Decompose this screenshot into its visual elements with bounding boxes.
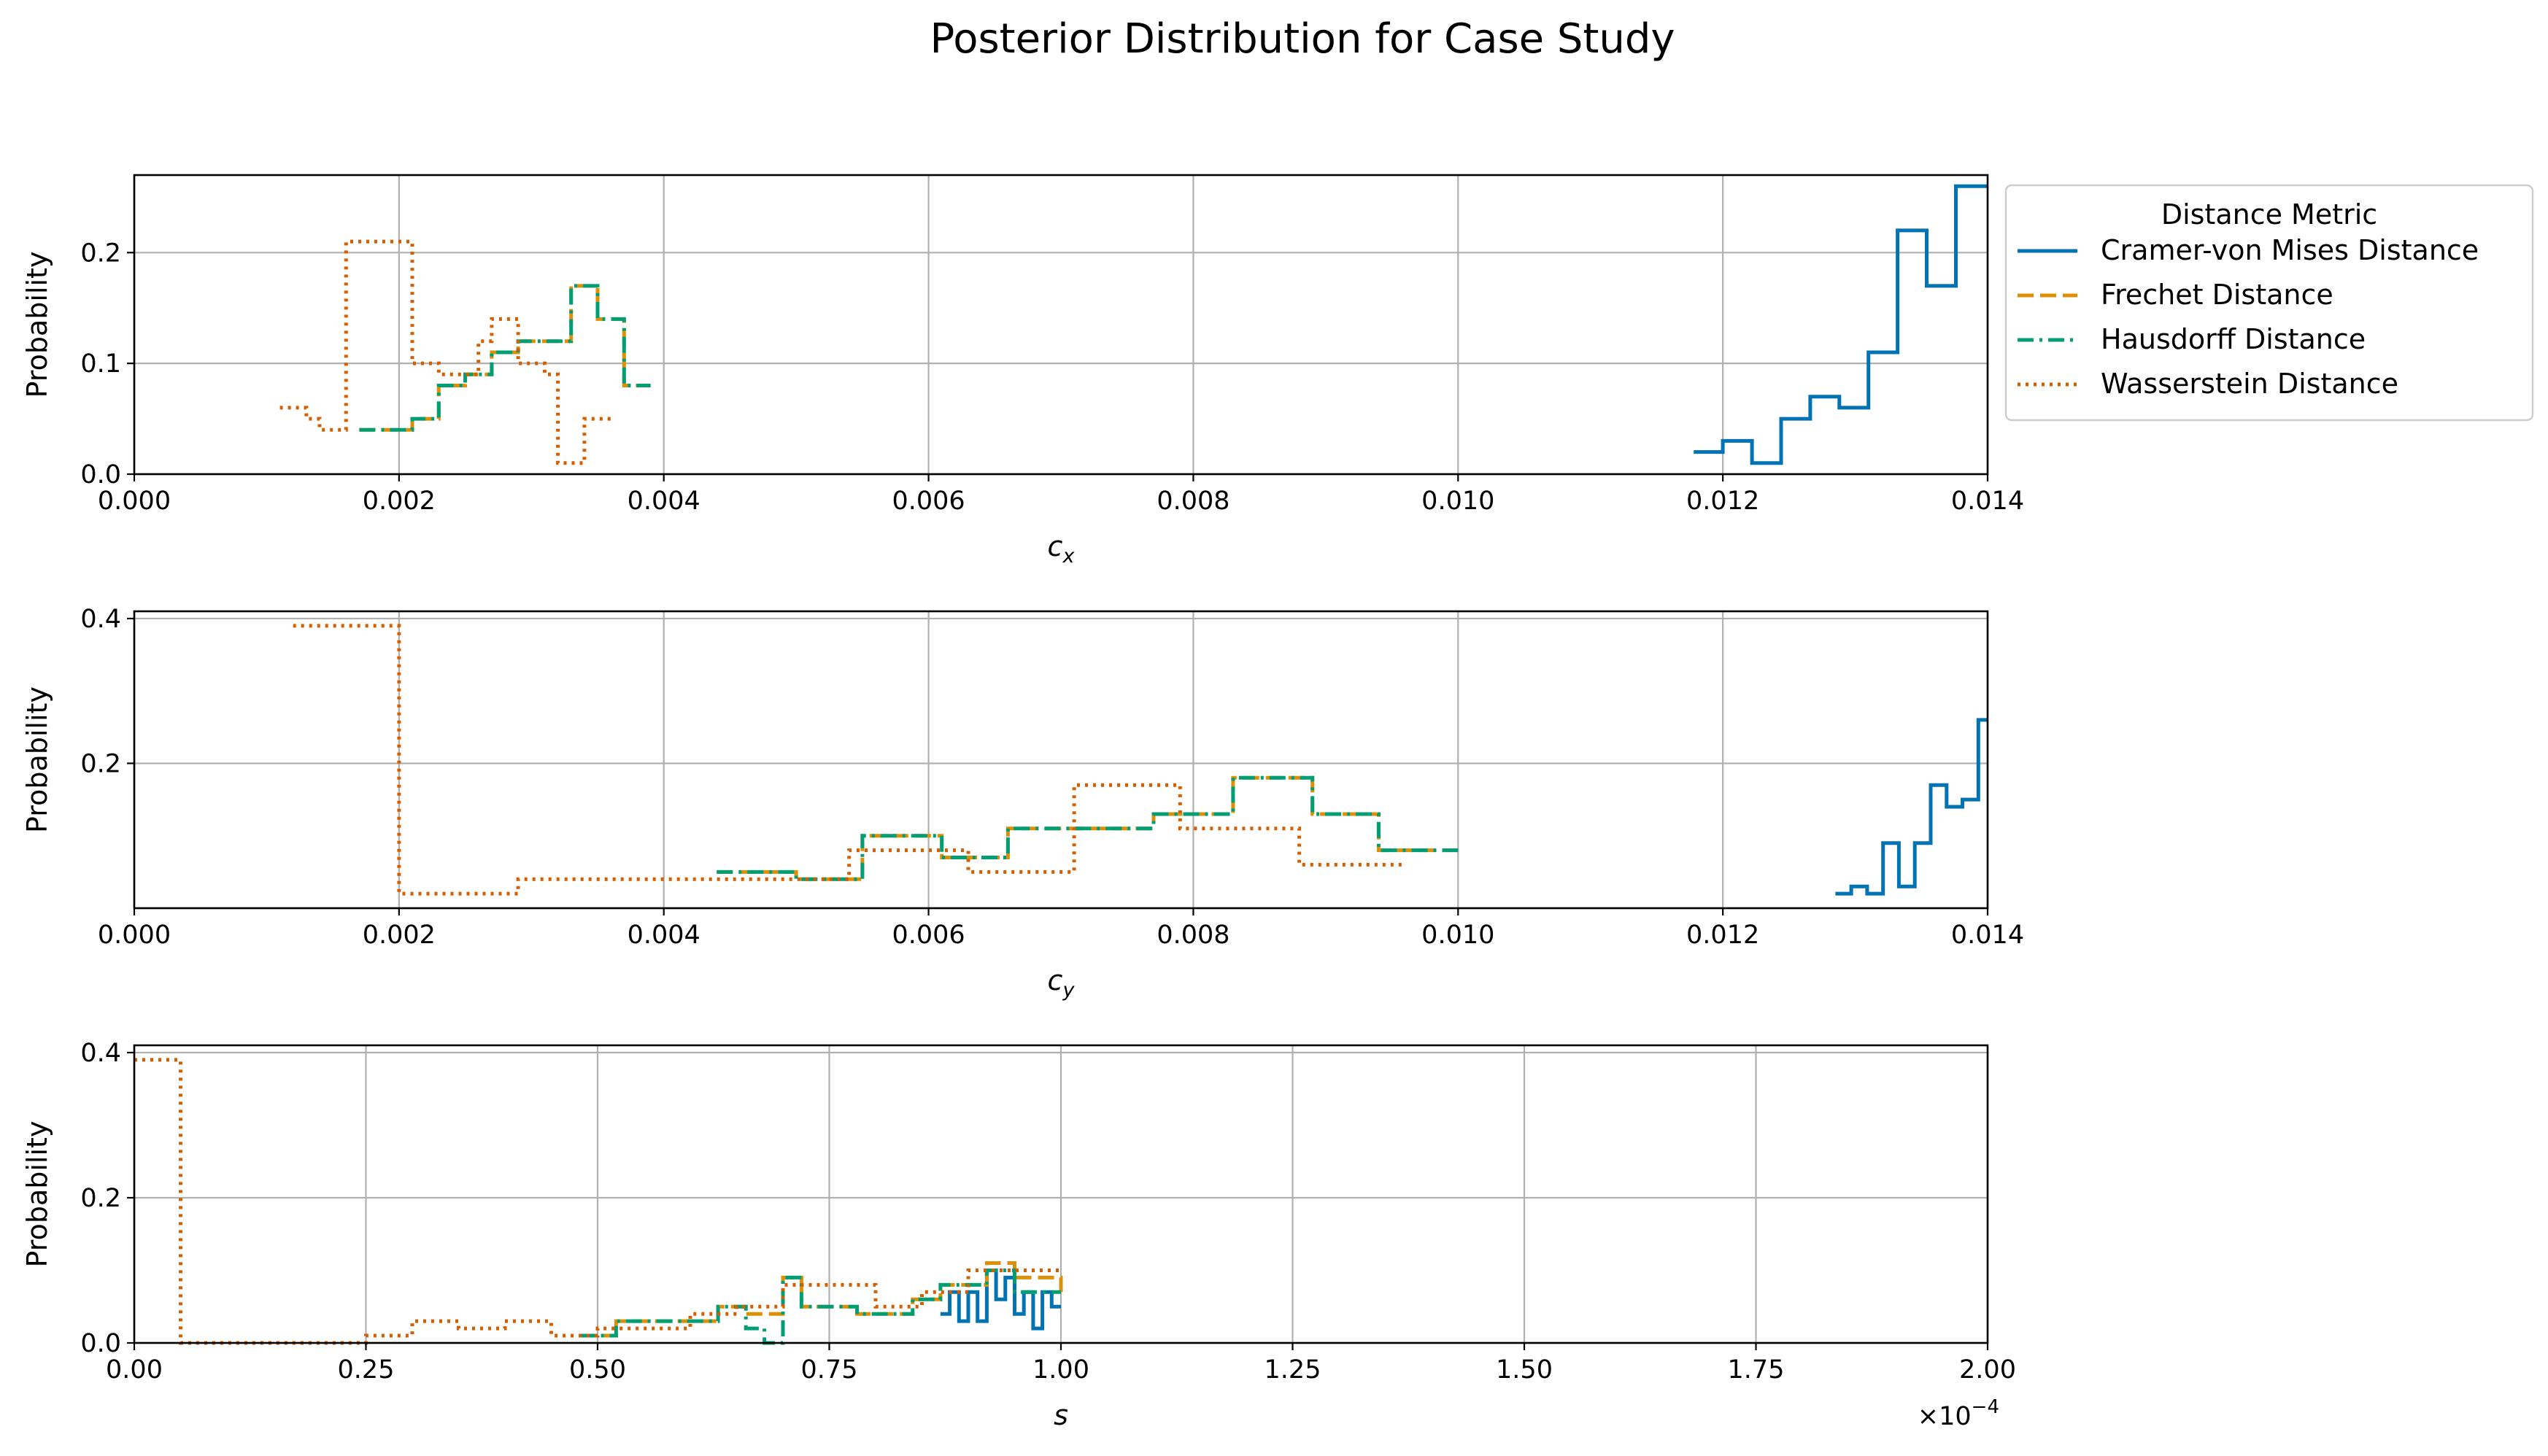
axes-frame (133, 610, 1989, 910)
x-tick-label: 0.75 (801, 1355, 858, 1385)
legend-title: Distance Metric (2161, 198, 2377, 231)
y-tick-label: 0.4 (80, 1039, 121, 1068)
x-tick-label: 1.75 (1728, 1355, 1785, 1385)
series-hausdorff-distance-line (579, 1269, 1061, 1345)
x-tick-label: 0.014 (1951, 487, 2024, 516)
series-hausdorff-distance-line (717, 775, 1459, 881)
chart-title: Posterior Distribution for Case Study (930, 15, 1675, 63)
y-tick-label: 0.0 (80, 460, 121, 489)
x-tick-label: 0.012 (1686, 921, 1759, 950)
legend-entry-cramer-von-mises-distance: Cramer-von Mises Distance (2101, 234, 2479, 266)
y-tick-label: 0.4 (80, 605, 121, 634)
x-tick-label: 0.006 (892, 921, 965, 950)
subplots: 0.000 0.002 0.004 0.006 0.008 0.010 0.012 0.014… (21, 174, 2024, 1431)
x-axis-label: cx (1048, 530, 1076, 568)
x-tick-label: 0.008 (1157, 487, 1229, 516)
x-tick-label: 0.000 (98, 921, 171, 950)
legend-entry-wasserstein-distance: Wasserstein Distance (2101, 368, 2398, 400)
x-tick-label: 0.25 (338, 1355, 395, 1385)
series-cramer-von-mises-distance-line (940, 1269, 1061, 1331)
y-tick-label: 0.2 (80, 239, 121, 268)
x-tick-label: 0.002 (363, 487, 436, 516)
series-cramer-von-mises-distance-line (1835, 718, 1988, 896)
x-offset-text: ×10−4 (1918, 1396, 1999, 1431)
series-cramer-von-mises-distance-line (1694, 184, 1988, 465)
x-tick-label: 0.000 (98, 487, 171, 516)
series-frechet-distance-line (359, 284, 651, 432)
y-tick-label: 0.1 (80, 349, 121, 379)
series-wasserstein-distance-line (293, 624, 1405, 896)
x-tick-label: 0.00 (106, 1355, 163, 1385)
x-tick-label: 0.012 (1686, 487, 1759, 516)
y-tick-label: 0.2 (80, 749, 121, 778)
x-tick-label: 0.004 (628, 921, 700, 950)
series-wasserstein-distance-line (279, 239, 611, 465)
subplot-3: 0.00 0.25 0.50 0.75 1.00 1.25 1.50 1.75 2.00 0.0 0… (21, 1039, 2016, 1431)
series-frechet-distance-line (579, 1261, 1063, 1338)
x-tick-label: 0.004 (628, 487, 700, 516)
x-axis-label: s (1054, 1399, 1068, 1431)
legend-entry-hausdorff-distance: Hausdorff Distance (2101, 323, 2366, 355)
series-frechet-distance-line (717, 775, 1459, 881)
y-axis-label: Probability (21, 252, 53, 398)
x-tick-label: 1.00 (1032, 1355, 1089, 1385)
x-tick-label: 0.010 (1421, 487, 1494, 516)
series-wasserstein-distance-line (134, 1058, 1061, 1345)
series-hausdorff-distance-line (359, 284, 651, 432)
x-tick-label: 1.50 (1496, 1355, 1553, 1385)
y-axis-label: Probability (21, 1121, 53, 1268)
y-tick-label: 0.2 (80, 1184, 121, 1213)
legend-box (2004, 184, 2534, 422)
subplot-1: 0.000 0.002 0.004 0.006 0.008 0.010 0.012 0.014… (21, 174, 2024, 568)
axes-frame (133, 174, 1989, 476)
x-axis-label: cy (1048, 964, 1076, 1002)
x-tick-label: 0.014 (1951, 921, 2024, 950)
x-tick-label: 2.00 (1959, 1355, 2016, 1385)
x-tick-label: 0.50 (569, 1355, 626, 1385)
x-tick-label: 1.25 (1265, 1355, 1321, 1385)
x-tick-label: 0.010 (1421, 921, 1494, 950)
x-tick-label: 0.006 (892, 487, 965, 516)
x-tick-label: 0.002 (363, 921, 436, 950)
y-tick-label: 0.0 (80, 1329, 121, 1358)
y-axis-label: Probability (21, 686, 53, 833)
subplot-2: 0.000 0.002 0.004 0.006 0.008 0.010 0.012 0.014… (21, 605, 2024, 1002)
x-tick-label: 0.008 (1157, 921, 1229, 950)
legend-entry-frechet-distance: Frechet Distance (2101, 279, 2333, 311)
